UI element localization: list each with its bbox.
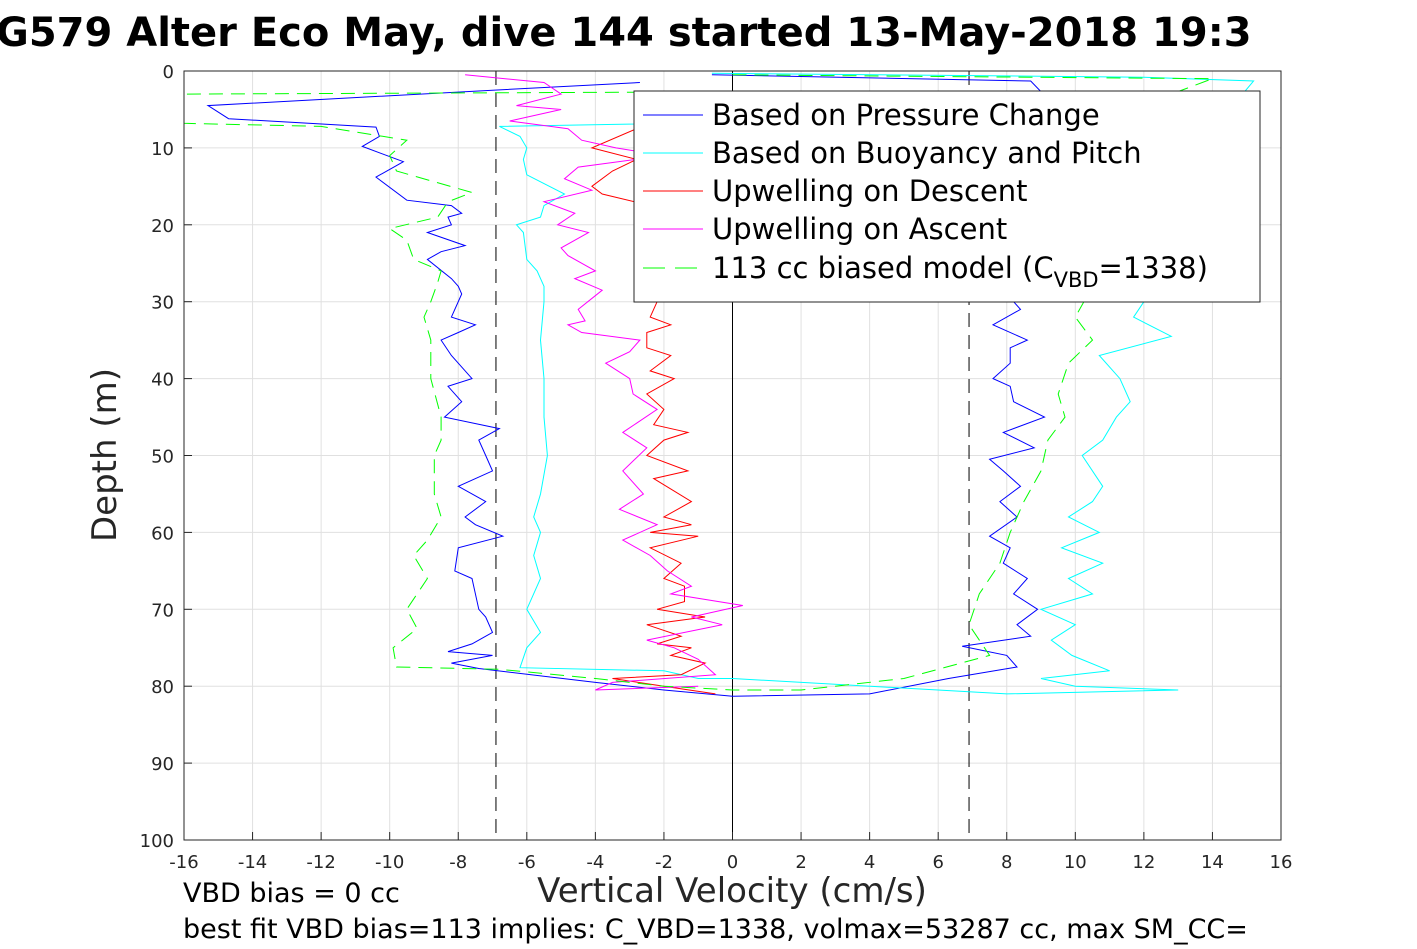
legend-model-suffix: =1338) (1099, 251, 1208, 285)
y-tick-label: 30 (151, 293, 174, 314)
x-tick-label: 2 (795, 852, 806, 873)
y-tick-label: 100 (140, 831, 174, 852)
x-tick-label: -4 (586, 852, 604, 873)
x-axis-label: Vertical Velocity (cm/s) (537, 871, 927, 911)
legend-label-pressure: Based on Pressure Change (712, 98, 1100, 132)
chart-title: G579 Alter Eco May, dive 144 started 13-… (0, 10, 1252, 56)
x-tick-label: 4 (864, 852, 875, 873)
x-tick-label: -6 (518, 852, 536, 873)
series-line-0 (206, 74, 1059, 697)
series-line-1 (499, 72, 1255, 695)
legend-label-upwelling-ascent: Upwelling on Ascent (712, 212, 1007, 246)
y-tick-label: 10 (151, 139, 174, 160)
vbd-bias-annotation: VBD bias = 0 cc (183, 878, 400, 909)
x-tick-labels: -16 -14 -12 -10 -8 -6 -4 -2 0 2 4 6 8 10 12 14 16 (169, 832, 1292, 873)
x-tick-label: 6 (932, 852, 943, 873)
y-tick-labels: 0 10 20 30 40 50 60 70 80 90 100 (140, 62, 192, 852)
x-tick-label: -2 (655, 852, 673, 873)
x-tick-label: 10 (1064, 852, 1087, 873)
x-tick-label: 0 (727, 852, 738, 873)
y-tick-label: 80 (151, 677, 174, 698)
y-tick-label: 60 (151, 523, 174, 544)
y-tick-label: 70 (151, 600, 174, 621)
x-tick-label: 14 (1201, 852, 1224, 873)
x-tick-label: -10 (375, 852, 404, 873)
x-tick-label: 12 (1132, 852, 1155, 873)
x-tick-label: 8 (1001, 852, 1012, 873)
x-tick-label: 16 (1270, 852, 1293, 873)
x-tick-label: -12 (306, 852, 335, 873)
legend-label-model: 113 cc biased model (CVBD=1338) (712, 251, 1208, 292)
y-tick-label: 0 (163, 62, 174, 83)
legend-box (633, 90, 1261, 303)
legend: Based on Pressure Change Based on Buoyan… (633, 90, 1261, 303)
x-tick-label: -14 (238, 852, 267, 873)
legend-label-upwelling-descent: Upwelling on Descent (712, 174, 1028, 208)
y-tick-label: 40 (151, 370, 174, 391)
x-tick-label: -16 (169, 852, 198, 873)
y-tick-label: 50 (151, 447, 174, 468)
y-tick-label: 90 (151, 754, 174, 775)
x-tick-label: -8 (449, 852, 467, 873)
legend-label-buoyancy: Based on Buoyancy and Pitch (712, 136, 1142, 170)
best-fit-annotation: best fit VBD bias=113 implies: C_VBD=133… (183, 914, 1248, 945)
legend-model-sub: VBD (1054, 268, 1099, 292)
y-axis-label: Depth (m) (85, 368, 125, 542)
y-tick-label: 20 (151, 216, 174, 237)
series-line-4 (183, 74, 1213, 691)
legend-model-prefix: 113 cc biased model (C (712, 251, 1054, 285)
